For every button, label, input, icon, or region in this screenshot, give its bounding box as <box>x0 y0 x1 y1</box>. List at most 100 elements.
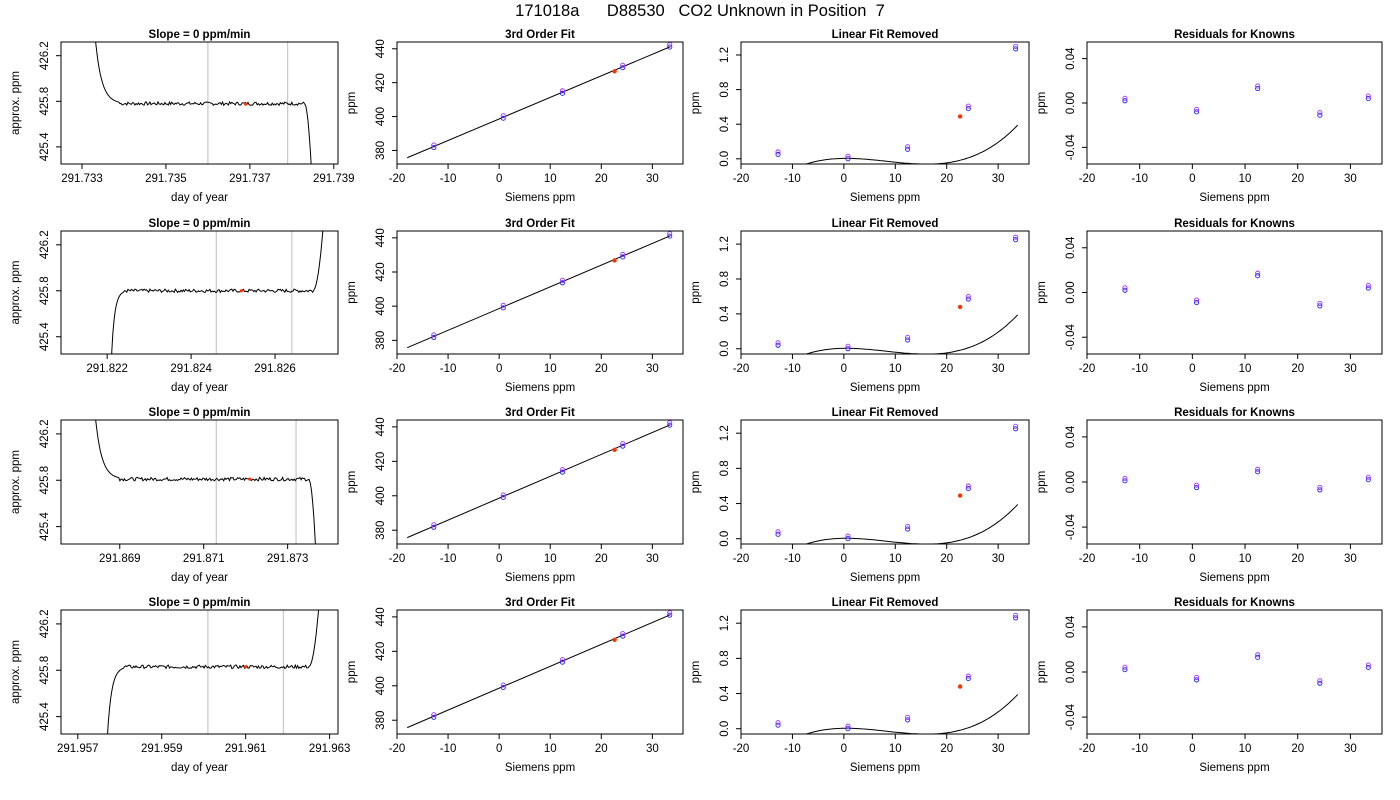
known-point <box>775 720 781 726</box>
x-tick-label: 20 <box>1291 553 1304 565</box>
unknown-point <box>239 289 244 293</box>
plot-area <box>1122 652 1371 686</box>
panel-1-3: Linear Fit Removed Siemens ppm ppm -20 -10 0 1… <box>690 29 1030 204</box>
known-point <box>559 88 566 94</box>
known-point <box>775 531 781 537</box>
x-axis-label: Siemens ppm <box>1199 572 1269 584</box>
unknown-point <box>957 684 963 689</box>
y-tick-label: 426.2 <box>39 420 51 449</box>
known-point <box>1013 426 1019 432</box>
known-point <box>1194 297 1200 303</box>
y-tick-label: 0.0 <box>719 341 731 357</box>
plot-frame <box>740 419 1030 545</box>
y-tick-label: 440 <box>375 607 387 626</box>
y-axis-label: ppm <box>346 92 358 114</box>
known-point <box>1365 96 1371 102</box>
known-point <box>667 233 673 239</box>
x-tick-label: -20 <box>389 553 406 565</box>
known-point <box>500 494 506 501</box>
x-axis-label: Siemens ppm <box>1199 382 1269 394</box>
trace-line <box>95 420 316 544</box>
plot-area <box>1122 466 1371 493</box>
known-point <box>1255 654 1261 660</box>
x-tick-label: 30 <box>1344 743 1357 755</box>
x-tick-label: 30 <box>992 743 1005 755</box>
y-tick-label: 380 <box>375 521 387 540</box>
known-point <box>559 280 566 286</box>
known-point <box>1013 423 1019 429</box>
plot-area <box>775 612 1019 734</box>
x-tick-label: 20 <box>940 363 953 375</box>
known-point <box>500 682 506 688</box>
y-axis-label: ppm <box>690 661 702 683</box>
plot-frame <box>60 419 339 545</box>
known-point <box>1013 615 1019 621</box>
known-point <box>1194 485 1200 491</box>
y-axis-label: approx. ppm <box>10 71 22 135</box>
unknown-point <box>612 637 617 642</box>
y-tick-label: 420 <box>375 262 387 281</box>
y-tick-label: 400 <box>375 676 387 695</box>
known-point <box>620 633 626 639</box>
known-point <box>620 65 626 71</box>
y-tick-label: 425.4 <box>39 702 51 731</box>
known-point <box>667 612 673 618</box>
panel-title: Linear Fit Removed <box>832 407 939 419</box>
x-tick-label: -20 <box>1079 363 1096 375</box>
known-point <box>500 302 506 308</box>
known-point <box>620 631 626 637</box>
plot-area <box>111 231 324 354</box>
plot-area <box>407 420 673 539</box>
known-point <box>1122 667 1128 673</box>
x-tick-label: 0 <box>841 553 847 565</box>
known-point <box>559 659 566 665</box>
panel-4-4: Residuals for Knowns Siemens ppm ppm -20 -10… <box>1036 597 1383 774</box>
unknown-point <box>957 493 963 498</box>
fit-curve <box>805 314 1019 354</box>
known-point <box>1317 112 1323 118</box>
y-tick-label: 0.8 <box>719 460 731 476</box>
known-point <box>1365 664 1371 671</box>
y-tick-label: 1.2 <box>719 615 731 631</box>
x-tick-label: 20 <box>595 743 608 755</box>
x-tick-label: 10 <box>1239 553 1252 565</box>
x-tick-label: 10 <box>544 553 557 565</box>
known-point <box>845 346 851 352</box>
y-tick-label: 420 <box>375 642 387 661</box>
unknown-point <box>957 304 963 310</box>
plot-area <box>107 610 320 734</box>
known-point <box>965 676 971 682</box>
y-axis-label: ppm <box>346 661 358 683</box>
y-tick-label: 380 <box>375 711 387 730</box>
fit-line <box>407 614 671 729</box>
known-point <box>1194 482 1200 488</box>
known-point <box>845 153 851 159</box>
figure-title: 171018a D88530 CO2 Unknown in Position 7 <box>515 2 885 20</box>
x-axis-label: Siemens ppm <box>850 762 920 774</box>
x-tick-label: 0 <box>496 553 502 565</box>
x-tick-label: 30 <box>646 363 659 375</box>
x-tick-label: 30 <box>646 743 659 755</box>
known-point <box>1122 664 1128 670</box>
x-tick-label: -10 <box>440 363 457 375</box>
x-tick-label: 30 <box>646 173 659 185</box>
y-axis-label: ppm <box>690 471 702 493</box>
known-point <box>965 483 971 489</box>
unknown-point <box>248 477 252 481</box>
known-point <box>500 113 506 119</box>
panel-title: 3rd Order Fit <box>505 407 575 419</box>
plot-frame <box>396 41 684 165</box>
known-point <box>845 533 851 539</box>
y-tick-label: 0.00 <box>1065 92 1077 114</box>
known-point <box>431 142 437 148</box>
x-tick-label: 30 <box>1344 553 1357 565</box>
y-tick-label: -0.04 <box>1065 703 1077 730</box>
known-point <box>1365 285 1371 291</box>
known-point <box>620 62 626 68</box>
y-axis-label: ppm <box>690 281 702 303</box>
known-point <box>1255 270 1261 276</box>
known-point <box>775 151 781 158</box>
known-point <box>431 332 437 338</box>
y-tick-label: 0.0 <box>719 151 731 167</box>
